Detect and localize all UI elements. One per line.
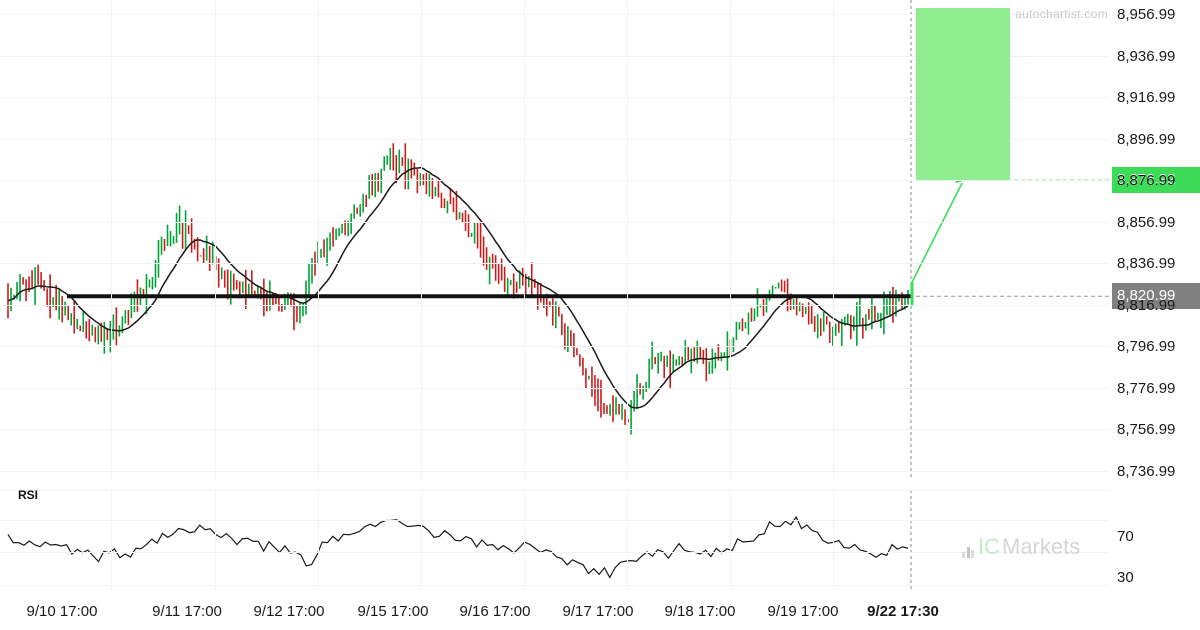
forecast-arrow-shaft [911,182,963,283]
gridline-vertical [627,0,628,480]
ic-markets-logo-markets: Markets [1002,534,1081,559]
gridline-horizontal [0,263,1110,264]
price-axis-tick: 8,856.99 [1117,213,1176,231]
gridline-vertical [833,490,834,590]
gridline-vertical [730,490,731,590]
gridline-horizontal [0,520,1110,521]
price-axis-tick: 8,816.99 [1117,296,1176,314]
date-axis-tick: 9/19 17:00 [767,603,839,620]
gridline-horizontal [0,138,1110,140]
gridline-vertical [833,0,834,480]
gridline-horizontal [0,55,1110,57]
date-axis-tick: 9/11 17:00 [152,603,222,620]
gridline-horizontal [0,346,1110,347]
autochartist-watermark: autochartist.com [1015,7,1108,21]
forecast-price-tag: 8,876.92 [1112,167,1200,194]
gridline-vertical [111,0,112,480]
price-axis-tick: 8,796.99 [1117,338,1176,355]
price-axis-tick: 8,836.99 [1117,255,1176,272]
rsi-plot [7,490,912,590]
price-axis-tick: 8,776.99 [1117,379,1176,397]
gridline-vertical [421,0,422,480]
rsi-line [7,515,909,579]
price-chart-pane [0,0,1110,480]
rsi-title-label: RSI [18,488,39,502]
gridline-vertical [318,0,319,480]
gridline-vertical [111,490,112,590]
date-axis-tick: 9/22 17:30 [867,603,939,620]
rsi-chart-pane [0,490,1110,590]
ohlc-bars [7,143,909,435]
gridline-vertical [524,0,525,480]
ic-markets-logo-ic: IC [978,534,1000,559]
date-axis-tick: 9/17 17:00 [562,603,634,620]
gridline-vertical [421,490,422,590]
gridline-horizontal [0,552,1110,553]
gridline-horizontal [0,221,1110,223]
gridline-vertical [215,490,216,590]
forecast-range-box [916,8,1010,181]
gridline-horizontal [0,470,1110,472]
gridline-horizontal [0,14,1110,15]
gridline-horizontal [0,304,1110,306]
date-axis-tick: 9/12 17:00 [253,603,325,620]
gridline-horizontal [0,429,1110,430]
price-plot [7,0,1110,480]
ic-markets-logo: IC Markets [962,536,1080,558]
gridline-vertical [730,0,731,480]
rsi-axis-tick: 70 [1117,528,1134,545]
rsi-axis-tick: 30 [1117,569,1134,586]
date-axis-tick: 9/10 17:00 [26,603,98,620]
forecast-arrow [910,169,967,307]
gridline-vertical [627,490,628,590]
price-axis-tick: 8,916.99 [1117,89,1176,106]
gridline-horizontal [0,180,1110,181]
price-axis-tick: 8,876.99 [1117,172,1176,189]
gridline-vertical [318,490,319,590]
price-axis-tick: 8,936.99 [1117,47,1176,65]
date-axis-tick: 9/16 17:00 [459,603,531,620]
bar-chart-icon [962,544,974,558]
price-axis-tick: 8,736.99 [1117,462,1176,480]
price-axis-tick: 8,896.99 [1117,130,1176,148]
date-axis-tick: 9/18 17:00 [664,603,736,620]
gridline-horizontal [0,97,1110,98]
gridline-horizontal [0,387,1110,389]
gridline-horizontal [0,490,1110,491]
current-price-tag: 8,820.99 [1112,283,1200,310]
gridline-vertical [524,490,525,590]
price-axis-tick: 8,756.99 [1117,421,1176,438]
gridline-horizontal [0,585,1110,586]
gridline-vertical [215,0,216,480]
price-axis-tick: 8,956.99 [1117,6,1176,23]
date-axis-tick: 9/15 17:00 [357,603,429,620]
